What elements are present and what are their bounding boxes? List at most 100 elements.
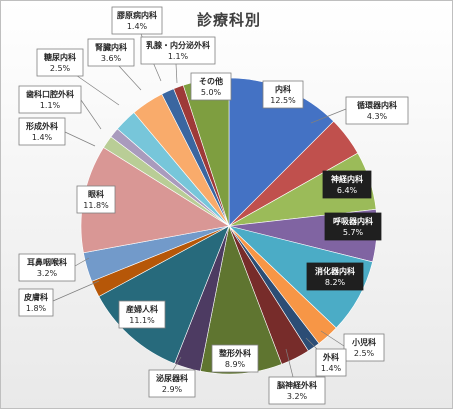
data-label-box [306,262,364,291]
data-label-name: 膠原病内科 [117,10,157,20]
data-label-box [343,333,385,362]
data-label-value: 5.7% [343,228,364,237]
data-label-value: 8.2% [325,278,346,287]
data-label-name: 外科 [323,352,339,362]
data-label-name: 糖尿内科 [44,52,76,62]
leader-line [80,99,102,130]
data-label: 脳神経外科 3.2% [268,376,326,405]
data-label-name: 内科 [275,84,291,94]
leader-line [52,280,100,302]
data-label: 糖尿内科 2.5% [36,48,84,77]
leader-line [118,65,142,91]
data-label: 整形外科 8.9% [211,344,259,373]
data-label-name: 脳神経外科 [276,380,317,390]
data-label-value: 3.2% [37,269,58,278]
data-label-box [87,38,135,67]
data-label: 腎臓内科 3.6% [87,38,135,67]
data-label-box [262,80,304,109]
leader-line [285,348,294,378]
data-label-value: 1.4% [32,133,53,142]
data-label-name: 整形外科 [218,348,251,358]
data-label: 眼科 11.8% [76,185,116,214]
data-label: 消化器内科 8.2% [306,262,364,291]
data-label-box [18,117,66,146]
data-label-box [324,212,382,241]
data-label: 外科 1.4% [315,348,347,377]
data-label: 神経内科 6.4% [322,170,372,199]
data-label-value: 11.1% [129,316,155,325]
data-label-name: 神経内科 [331,174,363,184]
data-label-box [18,288,54,317]
data-label-name: 産婦人科 [126,304,158,314]
data-label-box [111,6,163,35]
data-labels: 内科 12.5% 循環器内科 4.3% 神経内科 6.4% 呼吸器内科 5.7% 消化器内科 8.… [18,6,409,405]
data-label-value: 5.0% [201,88,222,97]
leader-line [64,131,96,147]
leader-line [172,356,182,371]
data-label-value: 12.5% [270,96,296,105]
data-label: 産婦人科 11.1% [118,300,166,329]
leader-line [74,257,90,267]
data-label-value: 1.4% [321,364,342,373]
data-label-name: 呼吸器内科 [333,216,373,226]
data-label-box [36,48,84,77]
chart-title: 診療科別 [197,11,261,29]
data-label: 小児科 2.5% [343,333,385,362]
data-label-name: 皮膚科 [23,292,48,302]
data-label-name: 腎臓内科 [95,42,127,52]
data-label-name: 眼科 [88,189,104,199]
data-label: その他 5.0% [190,72,232,101]
pie-slice-11 [98,225,230,364]
data-label-box [268,376,326,405]
data-label: 膠原病内科 1.4% [111,6,163,35]
data-label-name: その他 [199,76,223,86]
data-label: 形成外科 1.4% [18,117,66,146]
data-label-value: 2.9% [162,385,183,394]
data-label-box [18,253,76,282]
data-label-value: 3.6% [101,54,122,63]
data-label-value: 3.2% [287,392,308,401]
data-label-box [322,170,372,199]
data-label-name: 循環器内科 [356,100,397,110]
data-label-box [211,344,259,373]
data-label-value: 2.5% [354,349,375,358]
data-label-box [76,185,116,214]
leader-line [310,108,347,124]
data-label: 泌尿器科 2.9% [148,369,196,398]
data-label-box [315,348,347,377]
data-label-value: 6.4% [337,186,358,195]
data-label-value: 4.3% [367,112,388,121]
data-label-box [140,36,216,65]
data-label-value: 1.1% [168,52,189,61]
data-label-name: 消化器内科 [315,266,355,276]
data-label-name: 泌尿器科 [156,373,188,383]
data-label-name: 形成外科 [26,121,58,131]
data-label-box [18,85,82,114]
data-label-box [148,369,196,398]
data-label-box [118,300,166,329]
data-label-box [190,72,232,101]
data-label: 耳鼻咽喉科 3.2% [18,253,76,282]
data-label-name: 乳腺・内分泌外科 [146,40,210,50]
data-label-value: 11.8% [83,201,109,210]
data-label: 循環器内科 4.3% [345,96,409,125]
data-label-value: 1.4% [127,22,148,31]
data-label: 乳腺・内分泌外科 1.1% [140,36,216,65]
data-label-value: 1.8% [26,304,47,313]
data-label-name: 歯科口腔外科 [26,89,74,99]
data-label-value: 2.5% [50,64,71,73]
leader-line [175,63,178,84]
leader-line [320,330,345,347]
pie-slice-9 [200,224,283,375]
data-label-box [345,96,409,125]
data-label: 内科 12.5% [262,80,304,109]
data-label-value: 1.1% [40,101,61,110]
data-label: 呼吸器内科 5.7% [324,212,382,241]
data-label-name: 小児科 [351,337,376,347]
pie-slices [80,77,378,375]
data-label: 皮膚科 1.8% [18,288,54,317]
data-label: 歯科口腔外科 1.1% [18,85,82,114]
leader-line [72,72,120,106]
